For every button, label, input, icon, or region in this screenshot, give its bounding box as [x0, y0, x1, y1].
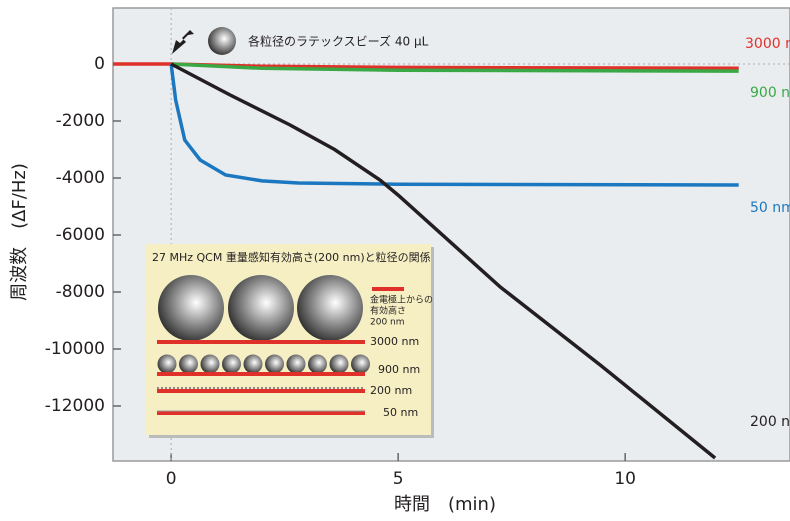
y-tick-label: -6000	[56, 225, 105, 245]
series-line	[113, 62, 739, 71]
inset-legend: 金電極上からの	[370, 294, 433, 306]
sphere	[351, 354, 370, 374]
x-tick-label: 5	[393, 469, 404, 489]
inset-title: 27 MHz QCM 重量感知有効高さ(200 nm)と粒径の関係	[152, 250, 431, 264]
sphere	[179, 354, 198, 374]
sphere	[286, 354, 306, 374]
inset-row-label: 200 nm	[370, 384, 412, 397]
inset-legend: 有効高さ	[370, 305, 406, 317]
x-tick-label: 0	[166, 469, 177, 489]
inset-row-label: 3000 nm	[370, 335, 419, 348]
series-label: 50 nm	[750, 200, 790, 216]
inset-row-label: 50 nm	[383, 406, 418, 419]
y-tick-label: -2000	[56, 111, 105, 131]
sphere	[297, 275, 363, 341]
y-tick-label: -8000	[56, 282, 105, 302]
y-tick-label: -12000	[45, 396, 105, 416]
sphere	[157, 354, 177, 374]
sphere	[243, 354, 263, 374]
sphere	[222, 354, 241, 374]
series-line	[171, 62, 739, 73]
series-label: 900 nm	[750, 85, 790, 101]
sphere	[308, 354, 327, 374]
annotation: 各粒径のラテックスビーズ 40 μL	[172, 27, 429, 55]
series-label: 3000 nm	[745, 36, 790, 52]
series-line	[169, 63, 739, 187]
sphere	[158, 275, 224, 341]
inset-row-label: 900 nm	[378, 363, 420, 376]
sphere-icon	[208, 27, 236, 55]
series-line	[170, 62, 717, 460]
sphere	[200, 354, 220, 374]
arrow	[172, 30, 194, 54]
inset: 27 MHz QCM 重量感知有効高さ(200 nm)と粒径の関係 金電極上から…	[146, 244, 434, 438]
inset-legend: 200 nm	[370, 318, 405, 328]
y-axis-label: 周波数 (ΔF/Hz)	[9, 163, 30, 301]
sphere	[265, 354, 284, 374]
series-label: 200 nm	[750, 414, 790, 430]
y-tick-label: -4000	[56, 168, 105, 188]
y-tick-label: 0	[94, 54, 105, 74]
annotation-text: 各粒径のラテックスビーズ 40 μL	[248, 34, 429, 49]
x-axis-label: 時間 (min)	[394, 494, 496, 515]
sphere	[329, 354, 349, 374]
sphere	[228, 275, 294, 341]
x-tick-label: 10	[614, 469, 636, 489]
y-tick-label: -10000	[45, 339, 105, 359]
